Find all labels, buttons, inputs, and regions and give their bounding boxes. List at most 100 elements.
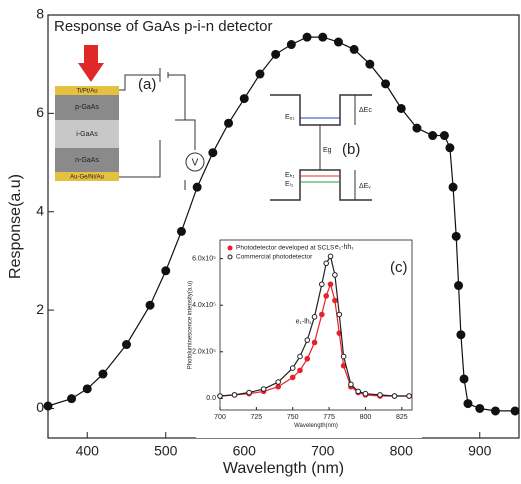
data-point — [318, 32, 328, 42]
data-point — [327, 253, 334, 260]
y-tick-label: 4.0x10⁵ — [192, 302, 216, 309]
layer-label: Au-Ge/Ni/Au — [70, 175, 104, 181]
data-point — [246, 389, 252, 396]
data-point — [327, 281, 334, 288]
data-point — [510, 406, 520, 416]
data-point — [349, 44, 359, 54]
data-point — [336, 311, 343, 318]
y-tick-label: 0.0 — [206, 395, 216, 402]
inset-label: (a) — [138, 76, 156, 93]
data-point — [391, 393, 398, 399]
inset-b: Eₑ₁ Eₕ₁ Eₗ₁ Eɡ ΔEᴄ ΔEᵥ (b) — [270, 94, 372, 201]
chart-title: Response of GaAs p-i-n detector — [54, 18, 272, 35]
data-point — [412, 123, 422, 133]
main-chart: 400 500 600 700 800 900 0 2 4 6 8 Wavelength (nm) Re… — [7, 6, 520, 477]
y-tick-label: 2 — [36, 301, 44, 317]
data-point — [289, 374, 296, 381]
data-point — [332, 297, 338, 304]
level-label: Eₕ₁ — [285, 172, 295, 179]
level-label: Eₑ₁ — [285, 114, 295, 121]
data-point — [490, 406, 500, 416]
data-point — [323, 293, 329, 299]
y-axis-label: Response(a.u) — [7, 174, 24, 279]
annotation: e₁-lh₁ — [296, 318, 313, 325]
y-tick-label: 6 — [36, 104, 44, 120]
layer — [55, 148, 119, 172]
data-point — [406, 393, 412, 399]
layer-label: i-GaAs — [76, 131, 98, 138]
data-point — [311, 339, 318, 346]
y-tick-label: 2.0x10⁵ — [192, 349, 216, 356]
layer-label: n-GaAs — [75, 157, 99, 164]
data-point — [454, 281, 464, 291]
data-point — [451, 231, 461, 241]
gap-label: Eɡ — [323, 147, 332, 154]
x-tick-label: 750 — [287, 414, 299, 421]
light-arrow-head — [78, 63, 104, 82]
data-point — [428, 131, 438, 141]
data-point — [311, 314, 318, 320]
layer — [55, 86, 119, 95]
voltmeter — [185, 152, 205, 172]
data-point — [323, 260, 329, 267]
data-point — [192, 182, 202, 192]
legend-marker — [227, 245, 233, 251]
legend-marker — [227, 254, 233, 260]
y-axis-label: Photoluminescence intensity(a.u) — [188, 281, 194, 369]
data-point — [145, 300, 155, 310]
legend-label: Commercial photodetector — [236, 254, 313, 261]
x-tick-label: 825 — [396, 414, 408, 421]
data-point — [82, 384, 92, 394]
layer — [55, 172, 119, 181]
data-point — [340, 353, 347, 360]
layer-label: p-GaAs — [75, 104, 99, 111]
data-point — [445, 143, 455, 153]
data-point — [67, 394, 77, 404]
data-point — [448, 182, 458, 192]
data-point — [355, 388, 361, 395]
data-point — [396, 103, 406, 113]
y-tick-label: 0 — [36, 399, 44, 415]
data-point — [439, 131, 449, 141]
data-point — [459, 374, 469, 384]
x-tick-label: 500 — [154, 443, 178, 459]
level-label: Eₗ₁ — [285, 181, 294, 188]
x-tick-label: 600 — [233, 443, 257, 459]
data-point — [348, 381, 354, 388]
data-point — [217, 393, 223, 399]
offset-label: ΔEᴄ — [359, 107, 372, 114]
data-point — [377, 392, 383, 398]
data-point — [289, 365, 296, 371]
data-point — [122, 340, 131, 350]
data-point — [255, 69, 265, 79]
offset-label: ΔEᵥ — [359, 183, 371, 190]
inset-label: (c) — [390, 259, 408, 276]
data-point — [302, 32, 312, 42]
data-point — [260, 386, 267, 392]
data-point — [332, 272, 338, 278]
x-tick-label: 700 — [311, 443, 335, 459]
data-point — [297, 353, 303, 360]
data-point — [43, 401, 53, 411]
data-point — [275, 379, 281, 385]
inset-label: (b) — [342, 141, 360, 158]
layer-label: Ti/Pt/Au — [76, 89, 97, 95]
circuit — [119, 68, 196, 190]
data-point — [381, 79, 391, 89]
data-point — [98, 369, 108, 379]
annotation: e₁-hh₁ — [335, 244, 354, 251]
legend-label: Photodetector developed at SCLS — [236, 245, 335, 252]
inset-c: 700 725 750 775 800 825 0.0 2.0x10⁵ 4.0x10⁵ 6.0x1… — [188, 230, 422, 438]
meter-label: V — [192, 158, 199, 169]
data-point — [304, 337, 311, 343]
data-point — [362, 390, 369, 397]
data-point — [319, 281, 325, 288]
data-point — [208, 148, 218, 158]
data-point — [297, 367, 303, 374]
data-point — [161, 266, 171, 276]
y-tick-label: 6.0x10⁵ — [192, 255, 216, 262]
inset-a: V (a) Ti/Pt/Au p-GaAs i-GaAs n-GaAs Au-G… — [55, 45, 205, 190]
data-point — [304, 355, 311, 362]
data-point — [224, 118, 234, 128]
